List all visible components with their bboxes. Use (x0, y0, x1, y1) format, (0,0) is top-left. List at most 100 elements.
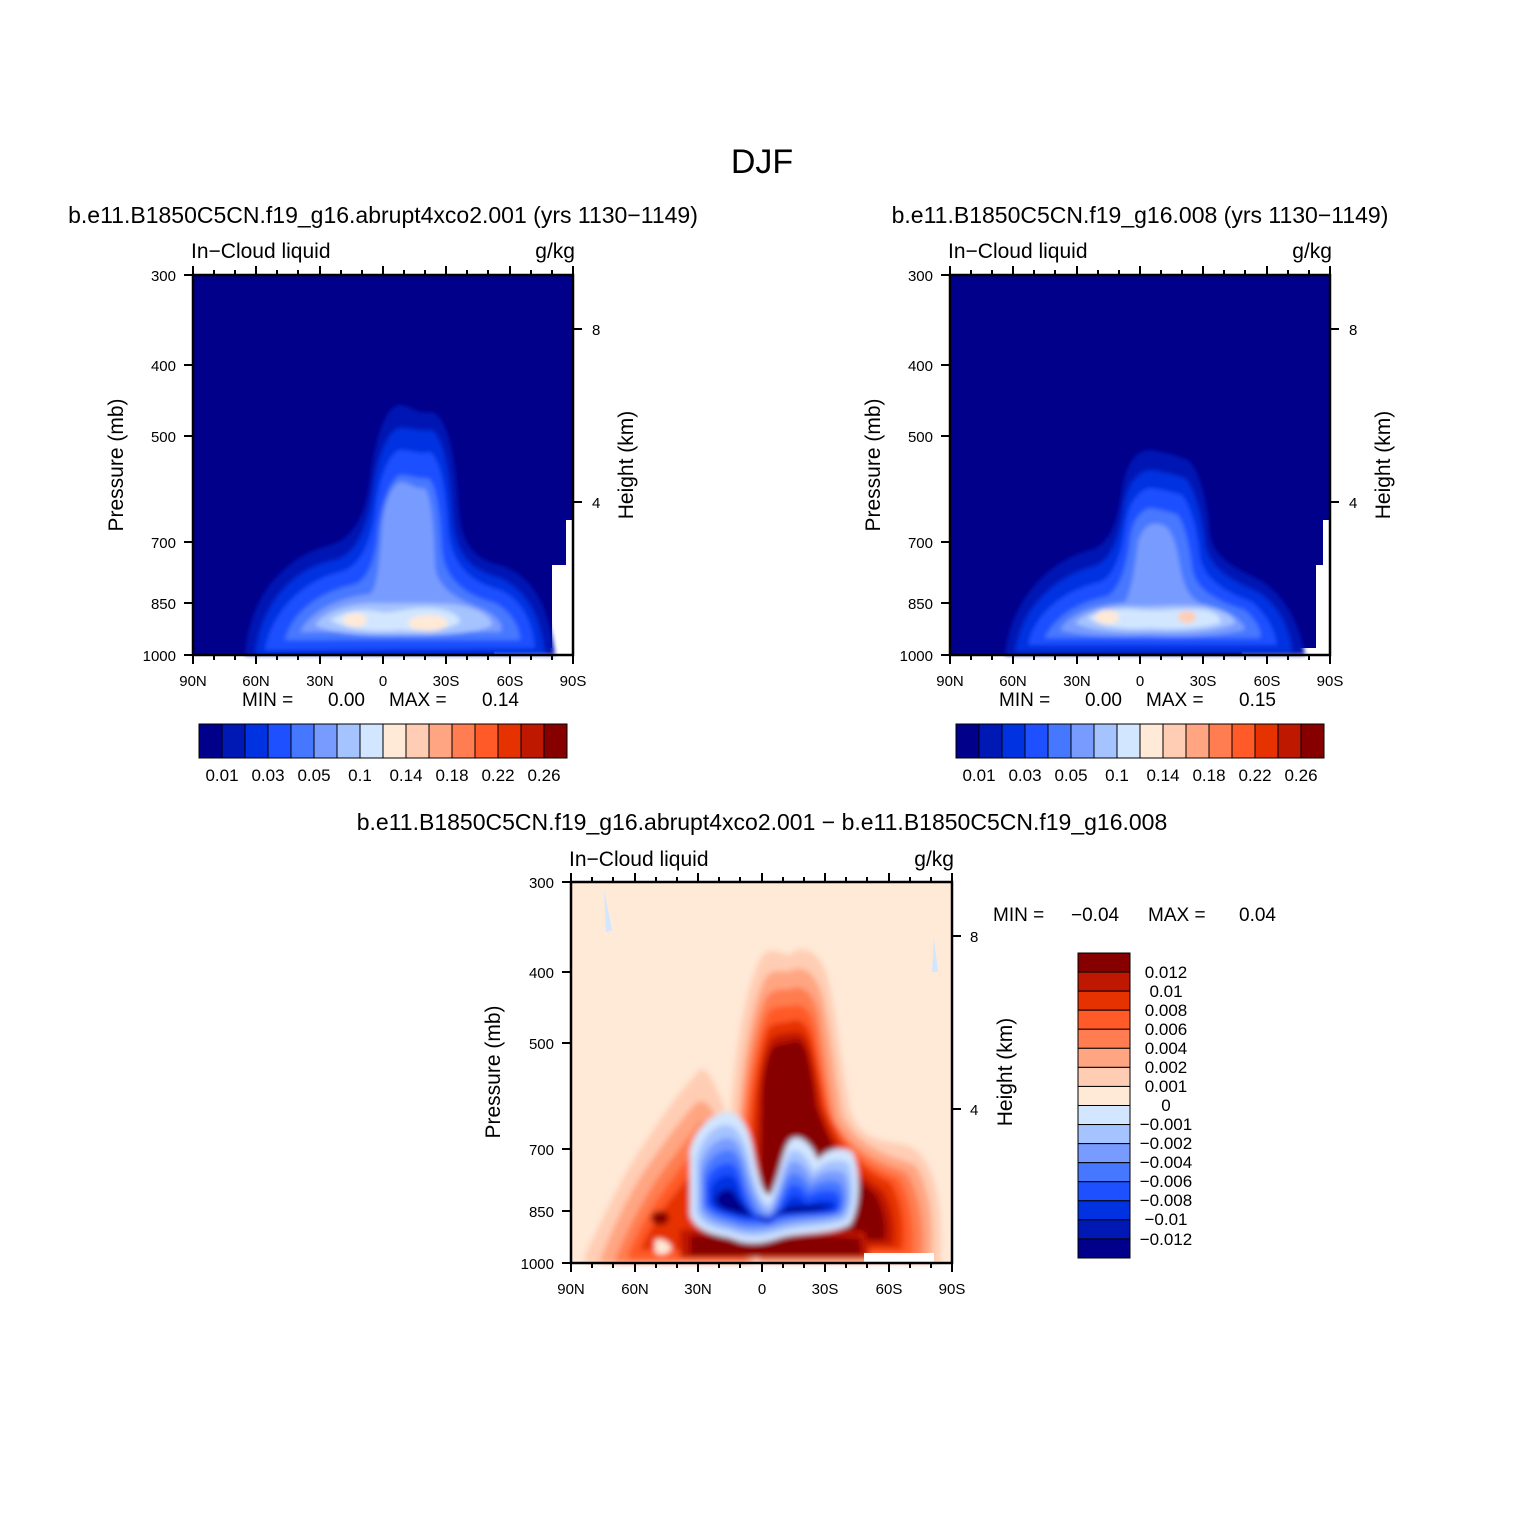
panel-2-y-tick-700: 700 (908, 535, 933, 552)
panel-1-y-tick-850: 850 (151, 596, 176, 613)
panel-3-x-tick-labels: 90N 60N 30N 0 30S 60S 90S (557, 1281, 965, 1298)
panel-2-colorbar: 0.01 0.03 0.05 0.1 0.14 0.18 0.22 0.26 (955, 723, 1325, 785)
panel-3-x-tick-30n: 30N (684, 1281, 712, 1298)
panel-3-x-tick-0: 0 (758, 1281, 766, 1298)
panel-3-max-label: MAX = (1148, 905, 1206, 926)
panel-2-height-tick-8: 8 (1349, 322, 1357, 339)
panel-2-colorbar-box-0 (955, 723, 980, 759)
panel-2-y-tick-500: 500 (908, 429, 933, 446)
panel-3-colorbar-box-9 (1077, 1124, 1131, 1145)
panel-2-colorbar-box-10 (1185, 723, 1210, 759)
panel-3-y-tick-300: 300 (529, 875, 554, 892)
panel-1-contour-field (193, 275, 573, 655)
panel-1-x-tick-60s: 60S (497, 673, 524, 690)
panel-1-x-tick-30s: 30S (433, 673, 460, 690)
panel-3-cb-label-6: 0.001 (1145, 1077, 1188, 1096)
panel-3-ylabel: Pressure (mb) (482, 1005, 505, 1138)
panel-2-y-tick-labels: 300 400 500 700 850 1000 (900, 268, 933, 665)
panel-2-max-value: 0.15 (1239, 690, 1276, 711)
panel-3-min-value: −0.04 (1071, 905, 1120, 926)
panel-3-colorbar-box-5 (1077, 1047, 1131, 1068)
panel-3-colorbar-box-0 (1077, 952, 1131, 973)
panel-1-height-tick-4: 4 (592, 495, 600, 512)
panel-1-cb-label-5: 0.18 (435, 766, 468, 785)
panel-3-x-tick-90s: 90S (939, 1281, 966, 1298)
panel-2-y-tick-850: 850 (908, 596, 933, 613)
panel-2-colorbar-box-5 (1070, 723, 1095, 759)
panel-2-cb-label-2: 0.05 (1054, 766, 1087, 785)
panel-1-x-tick-0: 0 (379, 673, 387, 690)
panel-3-cb-label-4: 0.004 (1145, 1039, 1188, 1058)
panel-3-x-tick-30s: 30S (812, 1281, 839, 1298)
panel-1-y-tick-400: 400 (151, 358, 176, 375)
panel-1-y-tick-300: 300 (151, 268, 176, 285)
panel-2-cb-label-5: 0.18 (1192, 766, 1225, 785)
panel-3-colorbar-box-8 (1077, 1105, 1131, 1126)
panel-3-cb-label-7: 0 (1161, 1096, 1170, 1115)
panel-1-cb-label-7: 0.26 (527, 766, 560, 785)
panel-3-x-tick-60n: 60N (621, 1281, 649, 1298)
panel-1-max-label: MAX = (389, 690, 447, 711)
panel-3-colorbar-box-12 (1077, 1181, 1131, 1202)
panel-2-colorbar-box-6 (1093, 723, 1118, 759)
panel-3-colorbar-box-1 (1077, 971, 1131, 992)
panel-2-y-tick-300: 300 (908, 268, 933, 285)
panel-2-x-tick-labels: 90N 60N 30N 0 30S 60S 90S (936, 673, 1343, 690)
panel-3-ylabel-right: Height (km) (994, 1018, 1017, 1127)
panel-2-y-tick-400: 400 (908, 358, 933, 375)
panel-2-variable-label: In−Cloud liquid (948, 240, 1088, 263)
panel-3-right-tick-labels: 8 4 (970, 929, 978, 1119)
panel-1-min-value: 0.00 (328, 690, 365, 711)
panel-3-min-label: MIN = (993, 905, 1044, 926)
panel-3: b.e11.B1850C5CN.f19_g16.abrupt4xco2.001 … (357, 809, 1277, 1298)
panel-3-cb-label-14: −0.012 (1140, 1230, 1192, 1249)
panel-1-cb-label-1: 0.03 (251, 766, 284, 785)
panel-1-axes: 90N 60N 30N 0 30S 60S 90S 300 400 500 70… (105, 266, 638, 690)
panel-1-min-label: MIN = (242, 690, 293, 711)
panel-1-colorbar-box-13 (497, 723, 522, 759)
panel-3-colorbar-box-4 (1077, 1028, 1131, 1049)
panel-3-axes: 90N 60N 30N 0 30S 60S 90S 300 400 500 70… (482, 873, 1017, 1298)
panel-3-y-tick-400: 400 (529, 965, 554, 982)
panel-2-x-tick-30s: 30S (1190, 673, 1217, 690)
panel-3-colorbar-boxes (1077, 952, 1131, 1259)
panel-3-max-value: 0.04 (1239, 905, 1276, 926)
panel-2-colorbar-box-1 (978, 723, 1003, 759)
panel-1-minmax: MIN = 0.00 MAX = 0.14 (242, 690, 519, 711)
panel-3-y-tick-labels: 300 400 500 700 850 1000 (521, 875, 554, 1273)
panel-1-variable-label: In−Cloud liquid (191, 240, 331, 263)
panel-2: b.e11.B1850C5CN.f19_g16.008 (yrs 1130−11… (862, 202, 1395, 785)
panel-1-max-value: 0.14 (482, 690, 519, 711)
panel-1-colorbar-box-3 (267, 723, 292, 759)
panel-1-x-tick-90s: 90S (560, 673, 587, 690)
panel-1-colorbar-box-4 (290, 723, 315, 759)
panel-2-colorbar-box-13 (1254, 723, 1279, 759)
panel-2-colorbar-box-2 (1001, 723, 1026, 759)
panel-2-colorbar-box-7 (1116, 723, 1141, 759)
panel-2-colorbar-box-11 (1208, 723, 1233, 759)
panel-1: b.e11.B1850C5CN.f19_g16.abrupt4xco2.001 … (68, 202, 698, 785)
panel-3-colorbar-box-2 (1077, 990, 1131, 1011)
panel-1-x-tick-90n: 90N (179, 673, 207, 690)
panel-3-y-tick-700: 700 (529, 1142, 554, 1159)
panel-3-cb-label-2: 0.008 (1145, 1001, 1188, 1020)
panel-1-colorbar-box-11 (451, 723, 476, 759)
panel-2-cb-label-0: 0.01 (962, 766, 995, 785)
panel-3-colorbar-box-3 (1077, 1009, 1131, 1030)
panel-1-colorbar: 0.01 0.03 0.05 0.1 0.14 0.18 0.22 0.26 (198, 723, 568, 785)
panel-2-x-tick-30n: 30N (1063, 673, 1091, 690)
panel-3-cb-label-13: −0.01 (1144, 1210, 1187, 1229)
panel-1-y-tick-700: 700 (151, 535, 176, 552)
panel-3-colorbar-box-11 (1077, 1162, 1131, 1183)
panel-1-colorbar-box-7 (359, 723, 384, 759)
panel-3-colorbar: 0.012 0.01 0.008 0.006 0.004 0.002 0.001… (1077, 952, 1192, 1259)
panel-2-title: b.e11.B1850C5CN.f19_g16.008 (yrs 1130−11… (892, 202, 1389, 228)
panel-1-x-tick-30n: 30N (306, 673, 334, 690)
panel-1-colorbar-box-2 (244, 723, 269, 759)
panel-3-colorbar-box-15 (1077, 1238, 1131, 1259)
panel-2-cb-label-1: 0.03 (1008, 766, 1041, 785)
panel-1-cb-label-2: 0.05 (297, 766, 330, 785)
panel-3-y-tick-850: 850 (529, 1204, 554, 1221)
panel-2-colorbar-labels: 0.01 0.03 0.05 0.1 0.14 0.18 0.22 0.26 (962, 766, 1317, 785)
panel-1-y-tick-500: 500 (151, 429, 176, 446)
